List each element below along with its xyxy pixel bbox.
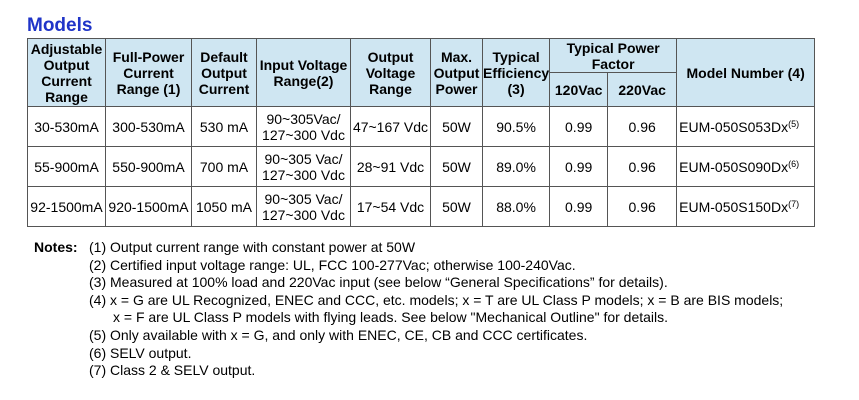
full-power-range-cell: 920-1500mA bbox=[105, 186, 192, 227]
pf-220-cell: 0.96 bbox=[607, 106, 678, 147]
adjustable-range-cell: 55-900mA bbox=[27, 146, 106, 187]
note-text: (1) Output current range with constant p… bbox=[89, 239, 416, 255]
table-row: 30-530mA 300-530mA 530 mA 90~305Vac/127~… bbox=[27, 106, 816, 147]
output-voltage-cell: 47~167 Vdc bbox=[350, 106, 431, 147]
efficiency-cell: 89.0% bbox=[481, 146, 551, 187]
model-number: EUM-050S053Dx bbox=[679, 118, 789, 135]
note-2: (2) Certified input voltage range: UL, F… bbox=[89, 256, 576, 273]
efficiency-cell: 88.0% bbox=[481, 186, 551, 227]
note-3: (3) Measured at 100% load and 220Vac inp… bbox=[89, 274, 668, 291]
note-5: (5) Only available with x = G, and only … bbox=[89, 326, 588, 343]
input-voltage-cell: 90~305 Vac/127~300 Vdc bbox=[256, 186, 351, 227]
header-input-voltage: Input Voltage Range(2) bbox=[256, 38, 351, 107]
model-footnote-ref: (5) bbox=[788, 118, 800, 129]
pf-120-cell: 0.99 bbox=[549, 186, 609, 227]
input-voltage-cell: 90~305Vac/127~300 Vdc bbox=[256, 106, 351, 147]
model-number-cell: EUM-050S053Dx(5) bbox=[676, 106, 816, 147]
input-voltage-dc: 127~300 Vdc bbox=[262, 166, 345, 183]
model-number: EUM-050S090Dx bbox=[679, 158, 789, 175]
section-title: Models bbox=[27, 15, 93, 36]
input-voltage-dc: 127~300 Vdc bbox=[262, 126, 345, 143]
model-number-cell: EUM-050S150Dx(7) bbox=[676, 186, 816, 227]
header-model-number: Model Number (4) bbox=[676, 38, 816, 107]
model-number: EUM-050S150Dx bbox=[679, 198, 789, 215]
full-power-range-cell: 550-900mA bbox=[105, 146, 192, 187]
pf-220-cell: 0.96 bbox=[607, 146, 678, 187]
note-1: Notes: (1) Output current range with cons… bbox=[34, 239, 783, 257]
output-voltage-cell: 28~91 Vdc bbox=[350, 146, 431, 187]
model-footnote-ref: (6) bbox=[788, 158, 800, 169]
max-power-cell: 50W bbox=[430, 146, 483, 187]
input-voltage-ac: 90~305Vac/ bbox=[266, 110, 341, 127]
max-power-cell: 50W bbox=[430, 186, 483, 227]
table-row: 55-900mA 550-900mA 700 mA 90~305 Vac/127… bbox=[27, 146, 816, 187]
efficiency-cell: 90.5% bbox=[481, 106, 551, 147]
output-voltage-cell: 17~54 Vdc bbox=[350, 186, 431, 227]
pf-120-cell: 0.99 bbox=[549, 146, 609, 187]
notes-label: Notes: bbox=[34, 239, 78, 255]
header-power-factor: Typical Power Factor bbox=[549, 38, 678, 73]
adjustable-range-cell: 92-1500mA bbox=[27, 186, 106, 227]
model-number-cell: EUM-050S090Dx(6) bbox=[676, 146, 816, 187]
header-default-current: Default Output Current bbox=[191, 38, 257, 107]
header-pf-220vac: 220Vac bbox=[607, 72, 678, 107]
pf-220-cell: 0.96 bbox=[607, 186, 678, 227]
table-row: 92-1500mA 920-1500mA 1050 mA 90~305 Vac/… bbox=[27, 186, 816, 227]
note-7: (7) Class 2 & SELV output. bbox=[89, 362, 256, 379]
header-adjustable-range: Adjustable Output Current Range bbox=[27, 38, 106, 107]
default-current-cell: 1050 mA bbox=[191, 186, 257, 227]
max-power-cell: 50W bbox=[430, 106, 483, 147]
adjustable-range-cell: 30-530mA bbox=[27, 106, 106, 147]
note-6: (6) SELV output. bbox=[89, 344, 192, 361]
default-current-cell: 530 mA bbox=[191, 106, 257, 147]
note-4: (4) x = G are UL Recognized, ENEC and CC… bbox=[89, 291, 784, 308]
header-pf-120vac: 120Vac bbox=[549, 72, 609, 107]
pf-120-cell: 0.99 bbox=[549, 106, 609, 147]
notes-section: Notes: (1) Output current range with cons… bbox=[34, 239, 783, 380]
input-voltage-ac: 90~305 Vac/ bbox=[264, 150, 343, 167]
input-voltage-cell: 90~305 Vac/127~300 Vdc bbox=[256, 146, 351, 187]
header-efficiency: Typical Efficiency (3) bbox=[481, 38, 551, 107]
input-voltage-dc: 127~300 Vdc bbox=[262, 206, 345, 223]
note-4-continued: x = F are UL Class P models with flying … bbox=[113, 309, 669, 326]
full-power-range-cell: 300-530mA bbox=[105, 106, 192, 147]
input-voltage-ac: 90~305 Vac/ bbox=[264, 190, 343, 207]
models-table: Adjustable Output Current Range Full-Pow… bbox=[27, 38, 816, 227]
header-max-power: Max. Output Power bbox=[430, 38, 483, 107]
default-current-cell: 700 mA bbox=[191, 146, 257, 187]
header-output-voltage: Output Voltage Range bbox=[350, 38, 431, 107]
model-footnote-ref: (7) bbox=[788, 198, 800, 209]
header-full-power-range: Full-Power Current Range (1) bbox=[105, 38, 192, 107]
